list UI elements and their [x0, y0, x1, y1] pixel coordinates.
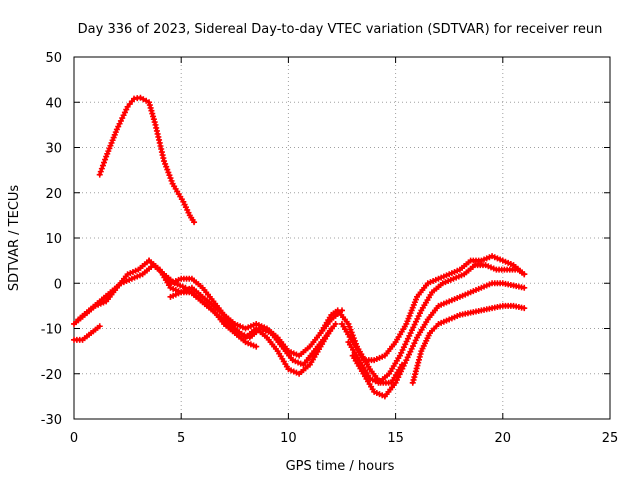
- series-track-6: [167, 289, 260, 350]
- series-track-10: [409, 302, 528, 386]
- y-tick-label: -10: [41, 323, 62, 338]
- series-line: [147, 259, 333, 376]
- series-track-8: [345, 262, 528, 386]
- series-line: [76, 263, 338, 367]
- data-point: [345, 320, 352, 327]
- y-tick-label: 20: [45, 187, 62, 202]
- series-track-5: [146, 257, 335, 377]
- data-point: [148, 107, 155, 114]
- x-tick-label: 10: [280, 431, 297, 446]
- y-tick-label: -30: [41, 413, 62, 428]
- y-tick-label: -20: [41, 368, 62, 383]
- x-tick-label: 5: [177, 431, 185, 446]
- x-tick-label: 15: [387, 431, 404, 446]
- data-point: [151, 119, 158, 126]
- data-point: [332, 320, 339, 327]
- data-point: [521, 271, 528, 278]
- data-point: [146, 102, 153, 109]
- y-tick-label: 50: [45, 51, 62, 66]
- data-point: [98, 165, 105, 172]
- data-point: [328, 325, 335, 332]
- x-tick-label: 25: [602, 431, 619, 446]
- data-point: [150, 113, 157, 120]
- data-point: [253, 343, 260, 350]
- data-point: [346, 323, 353, 330]
- series-line: [98, 96, 196, 224]
- y-tick-label: 10: [45, 232, 62, 247]
- data-point: [101, 159, 108, 166]
- data-point: [521, 284, 528, 291]
- data-point: [147, 104, 154, 111]
- data-point: [347, 326, 354, 333]
- data-point: [399, 361, 406, 368]
- y-tick-label: 0: [54, 277, 62, 292]
- grid: [74, 57, 610, 419]
- data-point: [165, 169, 172, 176]
- series-track-1: [96, 94, 198, 226]
- data-point: [164, 166, 171, 173]
- data-layer: [71, 94, 528, 400]
- data-point: [163, 163, 170, 170]
- data-point: [99, 162, 106, 169]
- data-point: [161, 158, 168, 165]
- data-point: [348, 329, 355, 336]
- data-point: [162, 160, 169, 167]
- series-track-4: [75, 262, 339, 368]
- data-point: [168, 177, 175, 184]
- data-point: [96, 323, 103, 330]
- data-point: [96, 171, 103, 178]
- y-axis-label: SDTVAR / TECUs: [7, 185, 22, 292]
- data-point: [352, 340, 359, 347]
- series-track-11: [317, 307, 406, 386]
- data-point: [349, 332, 356, 339]
- data-point: [97, 168, 104, 175]
- data-point: [149, 110, 156, 117]
- series-track-2: [71, 323, 103, 343]
- data-point: [102, 156, 109, 163]
- x-tick-label: 20: [495, 431, 512, 446]
- axis-ticks: 0 5 10 15 20 25 -30 -20 -10 0 10 20 30 40 50: [41, 51, 619, 446]
- data-point: [150, 116, 157, 123]
- x-axis-label: GPS time / hours: [286, 459, 395, 474]
- x-tick-label: 0: [70, 431, 78, 446]
- data-point: [351, 337, 358, 344]
- y-tick-label: 40: [45, 96, 62, 111]
- data-point: [146, 99, 153, 106]
- data-point: [167, 175, 174, 182]
- chart-title: Day 336 of 2023, Sidereal Day-to-day VTE…: [78, 22, 603, 37]
- data-point: [521, 305, 528, 312]
- y-tick-label: 30: [45, 142, 62, 157]
- data-point: [166, 172, 173, 179]
- data-point: [191, 219, 198, 226]
- data-point: [350, 335, 357, 342]
